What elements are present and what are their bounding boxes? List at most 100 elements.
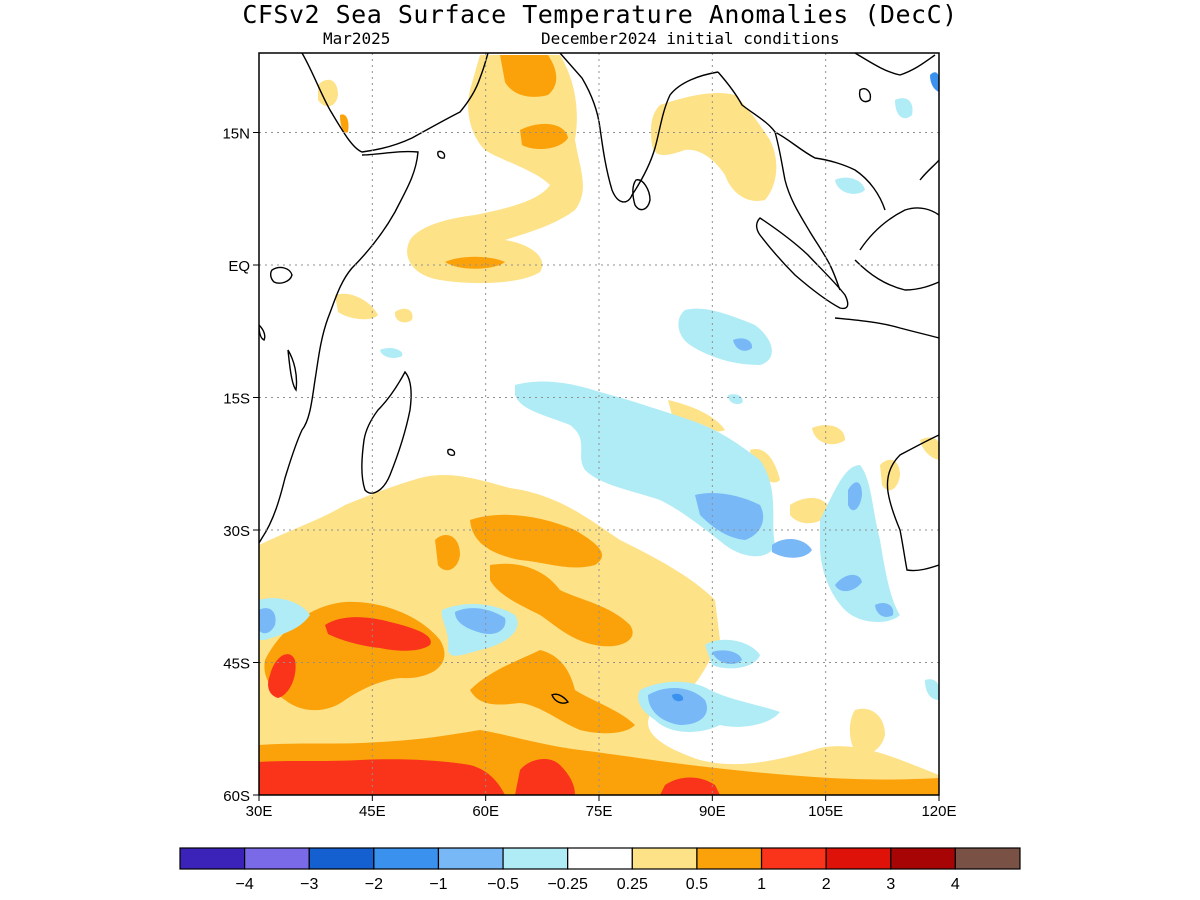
colorbar-label: −4 [235,876,253,893]
coastline-sumatra [755,217,849,310]
coastline-indochina [774,131,886,211]
coastline-arabia [301,53,489,153]
anomaly-region-light-blue [835,574,862,592]
anomaly-region-yellow [920,437,939,460]
colorbar-swatch [437,847,504,870]
colorbar-label: −1 [429,876,447,893]
anomaly-region-red [660,777,720,795]
colorbar-label: −3 [300,876,318,893]
anomaly-region-yellow [335,293,378,320]
anomaly-region-yellow [668,400,725,432]
anomaly-region-light-blue [712,650,742,664]
coastline-borneo-west [854,259,939,291]
forecast-month: Mar2025 [323,29,391,48]
lon-tick-label: 120E [921,803,956,820]
anomaly-region-yellow [790,498,830,524]
colorbar-label: 0.25 [617,876,648,893]
anomaly-region-blue [672,693,684,702]
lon-tick-label: 75E [586,803,613,820]
anomaly-region-yellow [650,93,777,201]
coastline-india [559,53,719,203]
anomaly-region-yellow [849,708,885,754]
anomaly-region-light-blue [772,538,812,558]
lat-tick-label: 30S [223,523,250,540]
anomaly-region-red [259,759,505,795]
lat-tick-label: EQ [228,258,250,275]
colorbar-swatch [179,847,246,870]
colorbar-label: −0.5 [487,876,519,893]
colorbar-swatch [244,847,310,870]
coastline-island [287,349,298,392]
anomaly-region-blue [930,72,939,92]
anomaly-region-cyan [678,308,772,365]
coastline-sri-lanka [632,179,651,211]
lat-tick-label: 60S [223,788,250,805]
coastline-java [834,317,939,339]
lat-tick-label: 15S [223,391,250,408]
anomaly-region-orange [500,55,557,97]
lon-tick-label: 45E [359,803,386,820]
anomaly-region-orange [445,256,505,269]
anomaly-region-light-blue [455,608,506,635]
anomaly-region-yellow [750,449,780,483]
anomaly-region-red [268,654,296,698]
anomaly-region-cyan [728,394,743,405]
lat-tick-label: 45S [223,656,250,673]
colorbar-swatch [696,847,763,870]
colorbar-label: 0.5 [686,876,708,893]
anomaly-region-yellow [318,79,338,107]
colorbar-swatch [308,847,375,870]
colorbar-label: 1 [757,876,766,893]
coastline-borneo [859,207,939,251]
anomaly-region-cyan [925,679,939,700]
anomaly-region-cyan [835,177,865,194]
colorbar-label: 3 [886,876,895,893]
anomaly-region-light-blue [848,482,862,511]
lon-tick-label: 105E [808,803,843,820]
anomaly-region-red [515,758,575,795]
anomaly-region-yellow [394,308,413,323]
anomaly-region-orange [435,535,460,571]
coastline-island [551,693,570,704]
coastline-africa [259,150,419,544]
colorbar-label: −2 [365,876,383,893]
anomaly-region-yellow [812,425,845,445]
anomaly-region-orange [470,650,635,734]
anomaly-region-red [325,617,431,651]
coastline-island [447,448,456,456]
initial-conditions: December2024 initial conditions [541,29,840,48]
anomaly-region-orange [340,114,349,133]
coastline-philippines [919,159,939,181]
coastline-south-china [854,53,936,76]
anomaly-region-light-blue [875,603,894,617]
colorbar-swatch [502,847,569,870]
anomaly-region-yellow [407,55,583,284]
chart-title: CFSv2 Sea Surface Temperature Anomalies … [242,0,958,29]
anomaly-region-yellow [880,459,900,491]
anomaly-region-cyan [895,98,913,119]
colorbar-swatch [890,847,956,870]
map-gridlines [259,53,939,795]
colorbar-swatch [373,847,440,870]
colorbar-label: 2 [822,876,831,893]
coastline-australia [886,434,939,572]
anomaly-region-light-blue [648,688,708,725]
coastline-madagascar [361,370,412,494]
colorbar-label: −0.25 [547,876,588,893]
lon-tick-label: 60E [472,803,499,820]
colorbar-swatch [567,847,633,870]
coastline-island [858,88,872,103]
anomaly-region-light-blue [733,338,753,351]
colorbar-swatch [631,847,698,870]
anomaly-region-light-blue [259,608,276,634]
lon-tick-label: 90E [699,803,726,820]
colorbar-swatch [954,847,1021,870]
anomaly-region-orange [520,123,568,150]
colorbar: −4 −3 −2 −1 −0.5 −0.25 0.25 0.5 1 2 3 4 [179,847,1021,893]
colorbar-swatch [760,847,827,870]
coastline-island [269,266,293,284]
lat-tick-label: 15N [222,126,250,143]
coastline-island [437,150,446,159]
